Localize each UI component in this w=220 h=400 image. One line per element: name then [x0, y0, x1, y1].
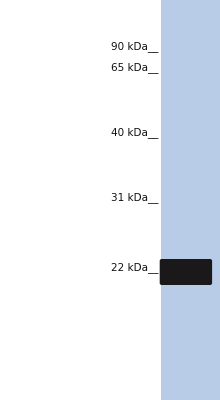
Text: 40 kDa__: 40 kDa__ [111, 128, 159, 138]
Text: 65 kDa__: 65 kDa__ [111, 62, 159, 74]
Text: 31 kDa__: 31 kDa__ [111, 192, 159, 204]
Text: 90 kDa__: 90 kDa__ [111, 42, 159, 52]
Bar [161, 0, 220, 400]
FancyBboxPatch shape [160, 259, 212, 285]
Text: 22 kDa__: 22 kDa__ [111, 262, 159, 274]
